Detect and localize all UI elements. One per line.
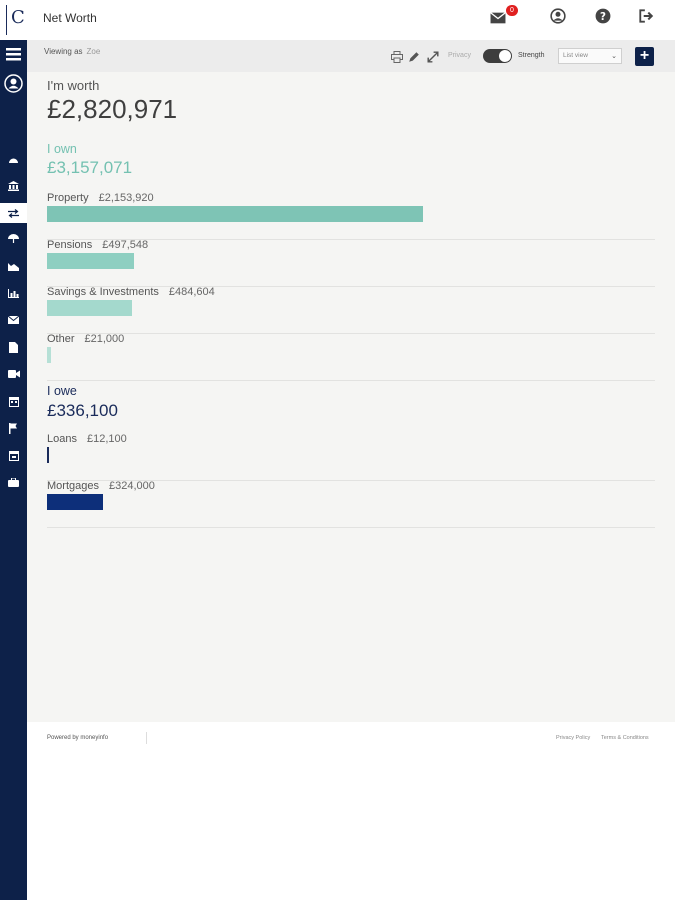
strength-label: Strength xyxy=(518,52,545,59)
mail-count-badge: 0 xyxy=(506,5,518,16)
add-button[interactable]: + xyxy=(635,47,654,66)
profile-avatar-icon[interactable] xyxy=(0,72,27,94)
expand-icon[interactable] xyxy=(427,51,439,63)
asset-bar xyxy=(47,253,134,269)
transfer-icon[interactable] xyxy=(0,203,27,223)
umbrella-icon[interactable] xyxy=(0,230,27,248)
footer-divider xyxy=(146,732,147,744)
privacy-label: Privacy xyxy=(448,52,471,59)
menu-icon[interactable] xyxy=(0,44,27,64)
net-worth-panel: I'm worth £2,820,971 I own £3,157,071 Pr… xyxy=(27,72,675,722)
asset-label: Savings & Investments xyxy=(47,286,159,298)
logo-letter: C xyxy=(11,7,25,28)
view-select[interactable]: List view ⌄ xyxy=(558,48,622,64)
liability-label: Mortgages xyxy=(47,480,99,492)
viewing-as-user[interactable]: Zoe xyxy=(86,47,101,56)
asset-amount: £484,604 xyxy=(168,286,215,298)
terms-link[interactable]: Terms & Conditions xyxy=(601,735,649,741)
asset-amount: £21,000 xyxy=(84,333,125,345)
liability-amount: £12,100 xyxy=(86,433,127,445)
svg-text:?: ? xyxy=(600,11,606,23)
document-icon[interactable] xyxy=(0,338,27,356)
liability-row-loans[interactable]: Loans £12,100 xyxy=(47,433,655,481)
mail-icon[interactable] xyxy=(490,10,506,26)
asset-bar xyxy=(47,206,423,222)
bar-chart-icon[interactable] xyxy=(0,284,27,302)
flag-icon[interactable] xyxy=(0,419,27,437)
asset-bar xyxy=(47,300,132,316)
privacy-policy-link[interactable]: Privacy Policy xyxy=(556,735,591,741)
chevron-down-icon: ⌄ xyxy=(611,53,617,60)
privacy-toggle[interactable] xyxy=(483,49,512,63)
viewing-as: Viewing as Zoe xyxy=(44,47,100,56)
view-select-value: List view xyxy=(563,52,588,59)
liability-row-mortgages[interactable]: Mortgages £324,000 xyxy=(47,480,655,528)
liability-label: Loans xyxy=(47,433,77,445)
powered-by: Powered by moneyinfo xyxy=(47,735,109,741)
privacy-toggle-knob xyxy=(499,50,511,62)
user-icon[interactable] xyxy=(550,8,566,24)
video-icon[interactable] xyxy=(0,365,27,383)
owe-label: I owe xyxy=(47,384,77,398)
own-label: I own xyxy=(47,142,77,156)
worth-label: I'm worth xyxy=(47,78,100,93)
viewing-as-label: Viewing as xyxy=(44,47,83,56)
asset-amount: £2,153,920 xyxy=(98,192,154,204)
liability-bar xyxy=(47,494,103,510)
sidebar xyxy=(0,40,27,900)
asset-row-pensions[interactable]: Pensions £497,548 xyxy=(47,239,655,287)
asset-row-other[interactable]: Other £21,000 xyxy=(47,333,655,381)
page-title: Net Worth xyxy=(43,11,97,25)
asset-bar xyxy=(47,347,51,363)
app-logo[interactable]: C xyxy=(6,5,26,35)
area-chart-icon[interactable] xyxy=(0,257,27,275)
print-icon[interactable] xyxy=(391,51,403,63)
logout-icon[interactable] xyxy=(638,8,654,24)
briefcase-icon[interactable] xyxy=(0,473,27,491)
schedule-icon[interactable] xyxy=(0,446,27,464)
edit-icon[interactable] xyxy=(408,51,420,63)
asset-row-property[interactable]: Property £2,153,920 xyxy=(47,192,655,240)
dashboard-icon[interactable] xyxy=(0,150,27,168)
liability-bar xyxy=(47,447,49,463)
asset-label: Property xyxy=(47,192,89,204)
top-bar: C Net Worth 0 ? xyxy=(0,0,675,40)
help-icon[interactable]: ? xyxy=(595,8,611,24)
toolbar: Viewing as Zoe Privacy Strength List view… xyxy=(27,40,675,72)
messages-icon[interactable] xyxy=(0,311,27,329)
worth-value: £2,820,971 xyxy=(47,94,178,124)
asset-row-savings[interactable]: Savings & Investments £484,604 xyxy=(47,286,655,334)
asset-label: Other xyxy=(47,333,75,345)
bank-icon[interactable] xyxy=(0,177,27,195)
asset-amount: £497,548 xyxy=(102,239,149,251)
footer: Powered by moneyinfo Privacy Policy Term… xyxy=(27,722,675,900)
own-value: £3,157,071 xyxy=(47,158,133,177)
owe-value: £336,100 xyxy=(47,401,118,420)
liability-amount: £324,000 xyxy=(108,480,155,492)
calendar-icon[interactable] xyxy=(0,392,27,410)
asset-label: Pensions xyxy=(47,239,93,251)
